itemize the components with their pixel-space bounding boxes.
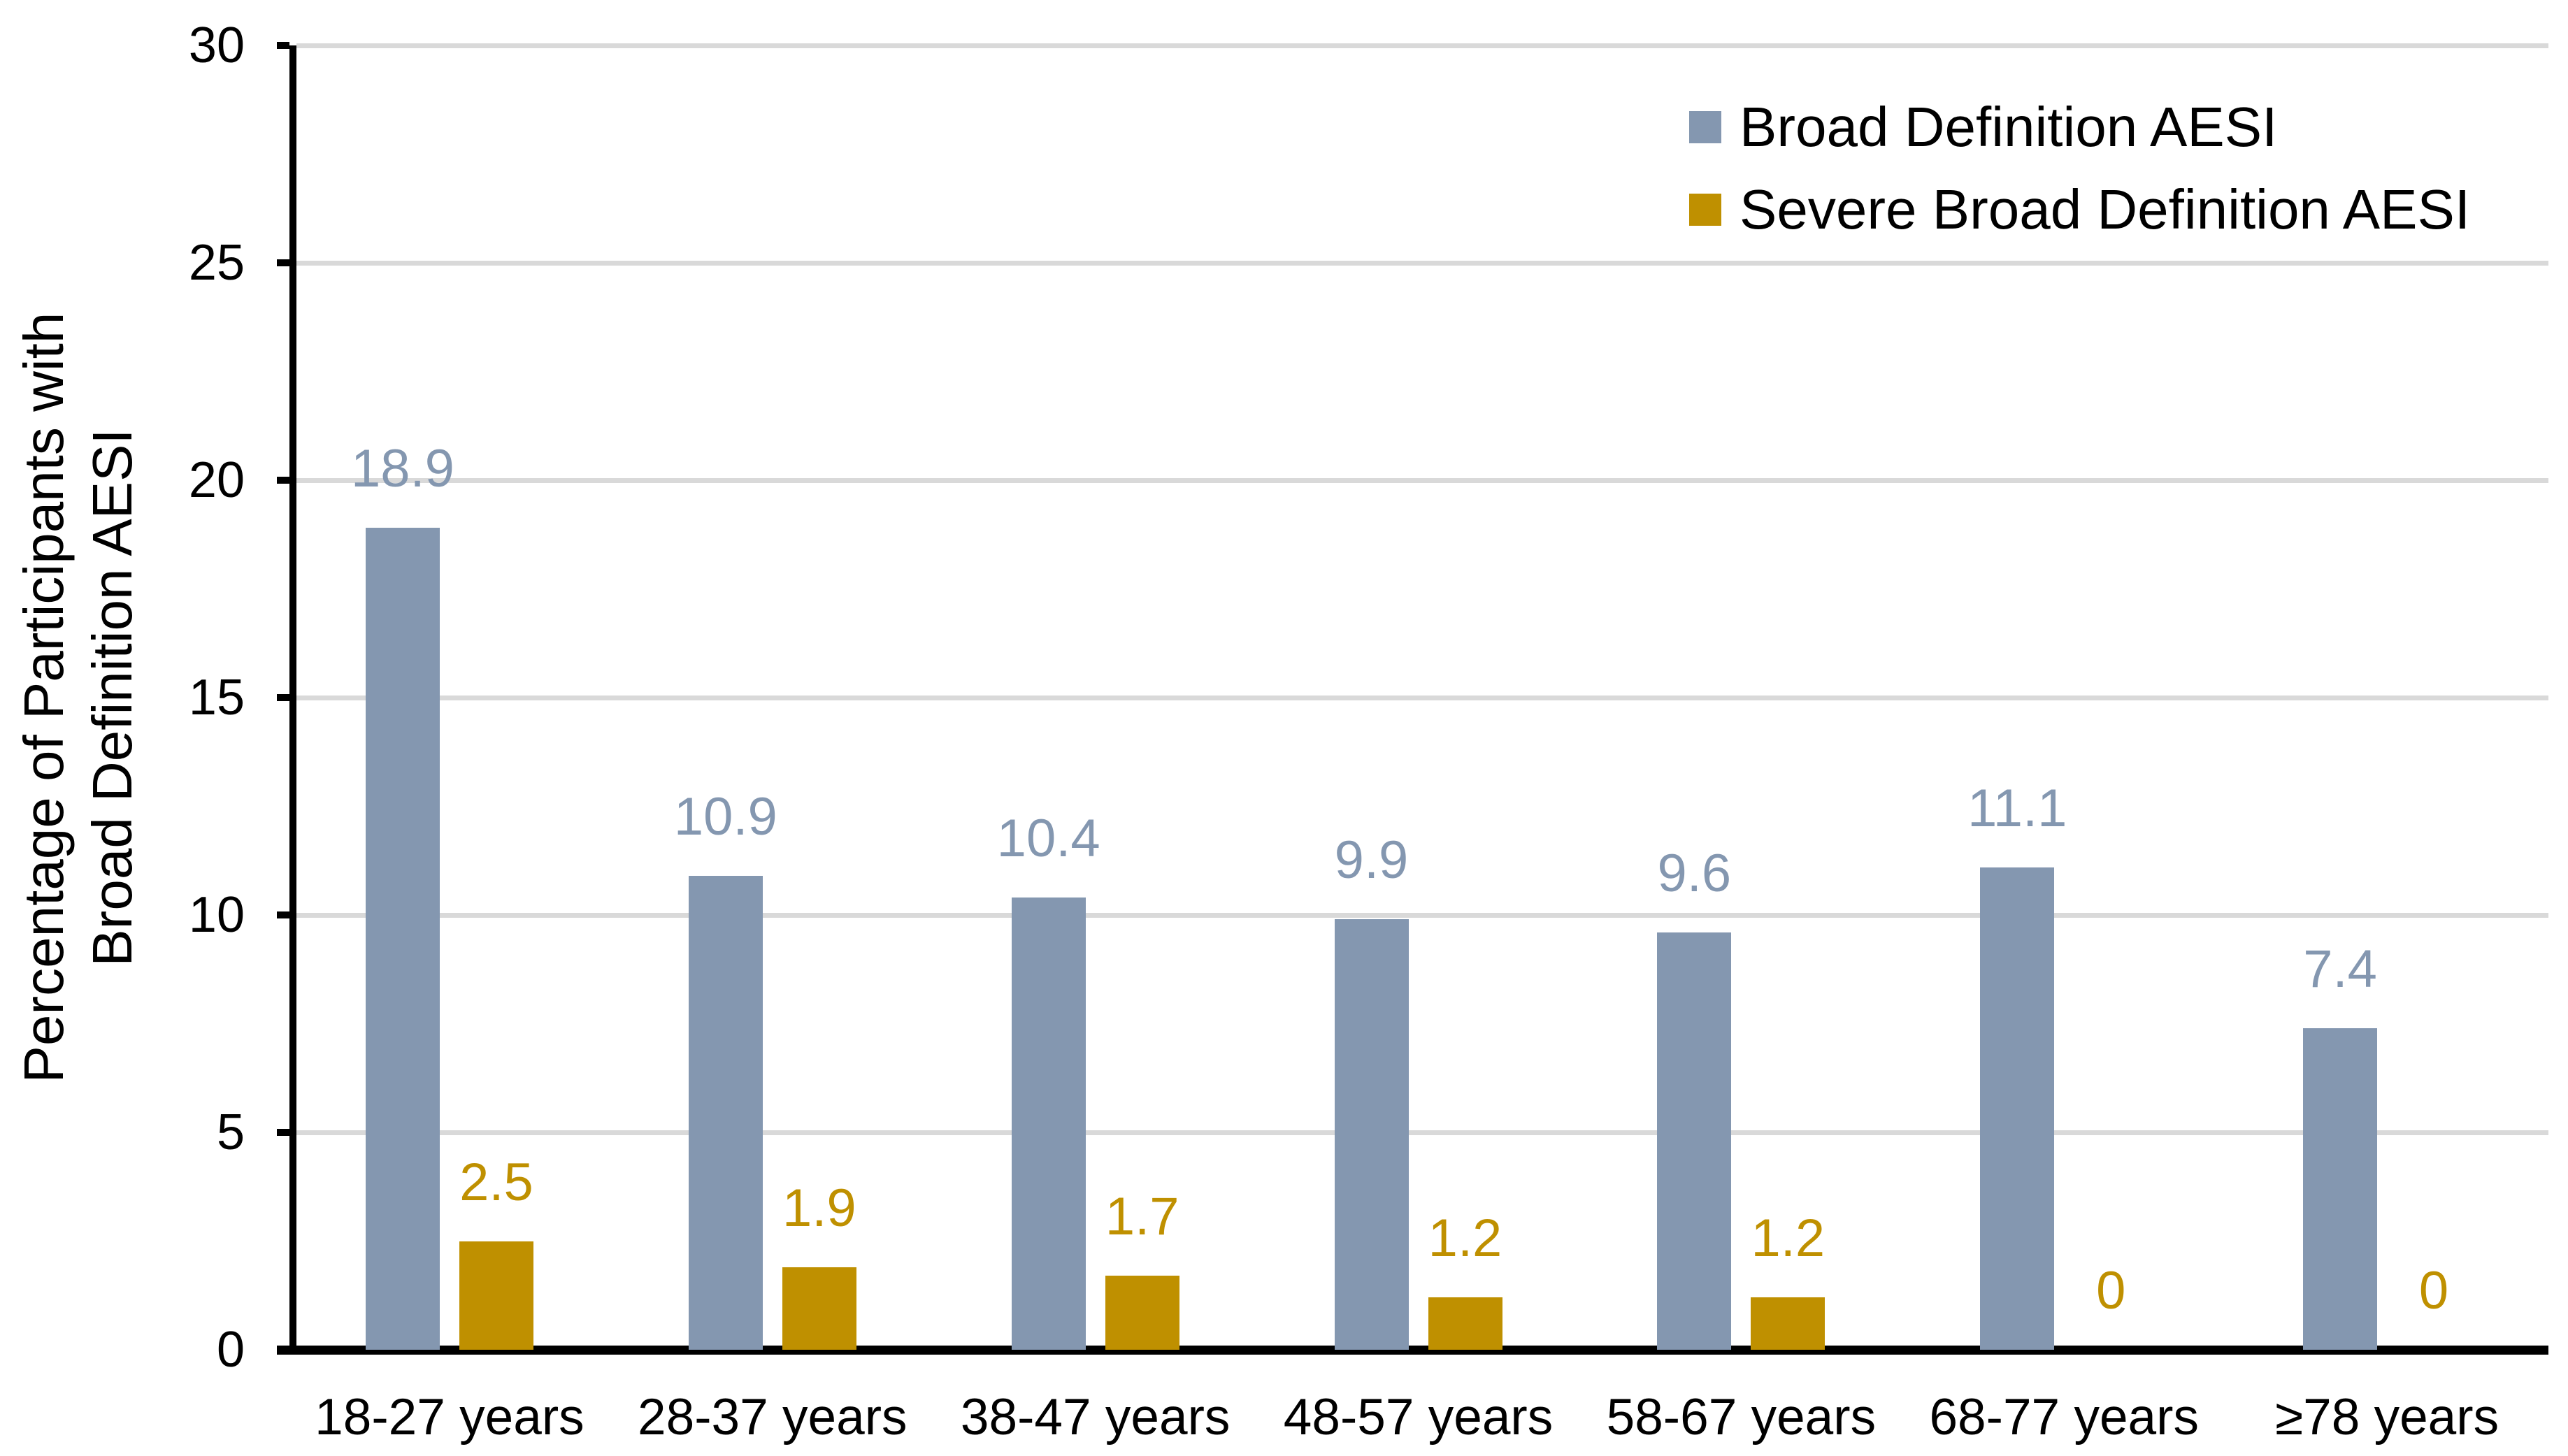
y-axis-line [289, 45, 296, 1355]
gridline [296, 43, 2548, 48]
y-tick-label: 0 [216, 1322, 245, 1378]
bar-severe [1428, 1297, 1502, 1350]
y-tick-mark [277, 694, 289, 701]
bar-severe [782, 1267, 856, 1350]
x-category-label: 18-27 years [315, 1389, 584, 1446]
bar-value-label: 10.9 [673, 787, 777, 847]
y-tick-mark [277, 42, 289, 49]
bar-value-label: 11.1 [1967, 778, 2067, 838]
legend-swatch-broad-icon [1689, 111, 1721, 143]
y-tick-mark [277, 911, 289, 918]
bar-broad [1980, 867, 2055, 1350]
bar-value-label: 9.6 [1657, 843, 1732, 903]
bar-value-label: 0 [2418, 1261, 2449, 1320]
gridline [296, 695, 2548, 700]
x-category-label: 38-47 years [960, 1389, 1231, 1446]
y-tick-mark [277, 259, 289, 266]
legend: Broad Definition AESI Severe Broad Defin… [1689, 96, 2470, 240]
bar-broad [1657, 932, 1732, 1350]
gridline [296, 913, 2548, 918]
y-tick-label: 30 [188, 17, 245, 73]
y-tick-label: 15 [188, 670, 245, 726]
x-category-label: ≥78 years [2275, 1389, 2499, 1446]
y-tick-mark [277, 477, 289, 484]
bar-value-label: 1.7 [1105, 1187, 1179, 1247]
bar-broad [1011, 898, 1086, 1350]
bar-severe [1751, 1297, 1825, 1350]
bar-value-label: 1.2 [1751, 1209, 1825, 1269]
x-category-label: 58-67 years [1606, 1389, 1877, 1446]
bar-broad [1334, 919, 1409, 1350]
bar-value-label: 0 [2096, 1261, 2126, 1320]
y-tick-label: 5 [216, 1104, 245, 1160]
x-axis-line [277, 1346, 2548, 1355]
gridline [296, 1130, 2548, 1135]
bar-broad [688, 876, 763, 1350]
gridline [296, 261, 2548, 266]
bar-value-label: 9.9 [1334, 830, 1409, 891]
y-tick-label: 10 [188, 887, 245, 943]
y-tick-mark [277, 1129, 289, 1136]
y-tick-label: 20 [188, 452, 245, 508]
bar-value-label: 10.4 [996, 809, 1100, 869]
x-category-label: 48-57 years [1283, 1389, 1554, 1446]
bar-value-label: 1.2 [1428, 1209, 1502, 1269]
legend-label-broad: Broad Definition AESI [1740, 96, 2278, 158]
bar-severe [459, 1241, 533, 1350]
legend-item-broad: Broad Definition AESI [1689, 96, 2470, 158]
legend-swatch-severe-icon [1689, 194, 1721, 226]
bar-value-label: 2.5 [459, 1152, 533, 1212]
legend-label-severe: Severe Broad Definition AESI [1740, 178, 2471, 240]
bar-value-label: 1.9 [782, 1178, 856, 1238]
bar-broad [2303, 1028, 2378, 1350]
x-category-label: 68-77 years [1929, 1389, 2199, 1446]
legend-item-severe: Severe Broad Definition AESI [1689, 179, 2470, 240]
x-category-label: 28-37 years [638, 1389, 908, 1446]
y-tick-label: 25 [188, 235, 245, 291]
bar-value-label: 18.9 [350, 439, 454, 499]
bar-severe [1105, 1276, 1179, 1350]
bar-broad [365, 528, 440, 1350]
gridline [296, 478, 2548, 483]
bar-value-label: 7.4 [2303, 939, 2377, 999]
